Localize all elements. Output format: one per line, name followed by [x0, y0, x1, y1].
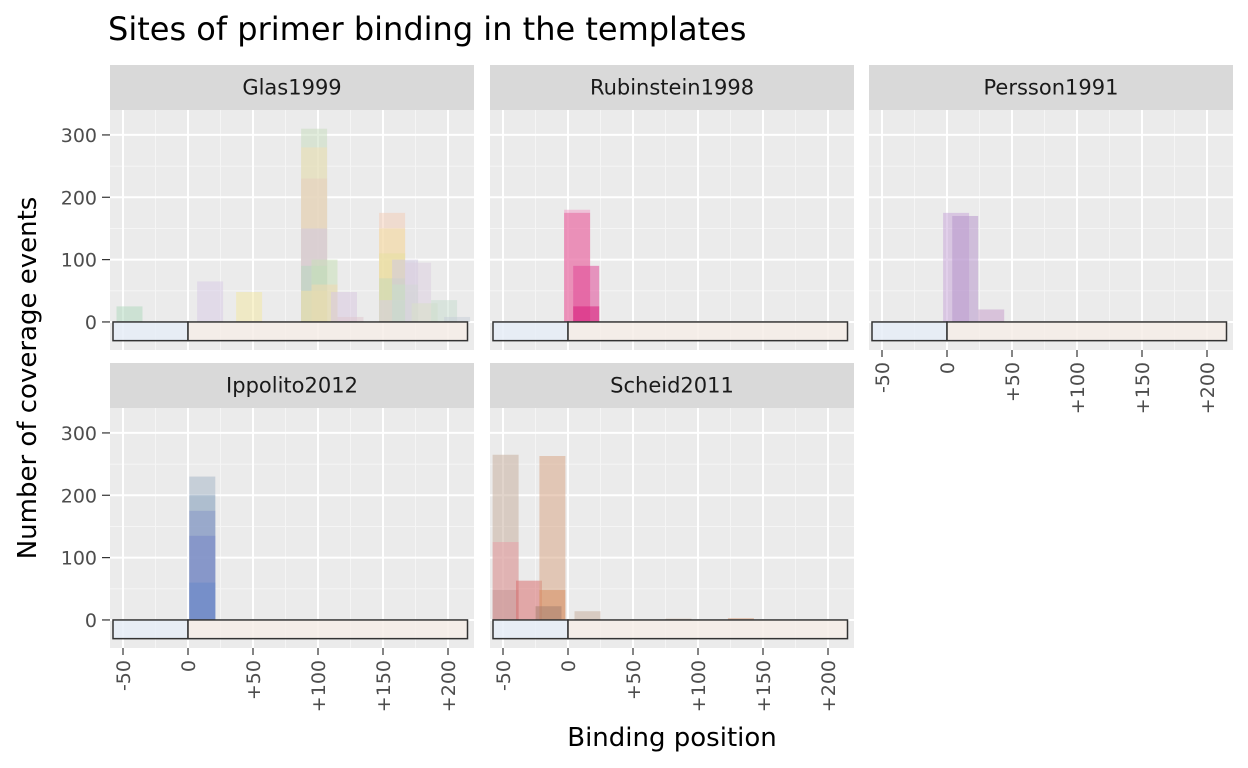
bar-scheid2011-8 [574, 611, 601, 620]
bar-ippolito2012-5 [189, 582, 216, 620]
facet-strip-label: Ippolito2012 [226, 374, 358, 398]
x-tick-label: +50 [243, 660, 265, 700]
x-tick-label: +150 [1132, 362, 1154, 414]
template-downstream-region [946, 321, 1228, 342]
panel-rubinstein1998: Rubinstein1998 [490, 65, 854, 350]
x-tick-label: -50 [113, 660, 135, 691]
bar-glas1999-3 [236, 292, 263, 322]
y-tick-label-row1: 300 [61, 125, 97, 147]
panel-background [490, 110, 854, 350]
x-tick-label: +150 [373, 660, 395, 712]
x-tick-label: -50 [493, 660, 515, 691]
x-tick-label: 0 [937, 362, 959, 374]
bar-rubinstein1998-4 [573, 306, 600, 322]
facet-strip-label: Glas1999 [242, 76, 341, 100]
bar-scheid2011-3 [492, 590, 519, 620]
panel-scheid2011: Scheid2011 -50 0 +50 +100 +150 +200 [490, 363, 854, 712]
facet-strip [110, 65, 474, 110]
bar-glas1999-1 [116, 306, 143, 322]
y-tick-label-row2: 300 [61, 423, 97, 445]
x-tick-label: +200 [438, 660, 460, 712]
y-tick-label-row2: 200 [61, 485, 97, 507]
facet-strip-label: Persson1991 [984, 76, 1119, 100]
bar-scheid2011-7 [535, 606, 562, 620]
bar-persson1991-3 [978, 309, 1005, 322]
panel-persson1991: Persson1991 -50 0 +50 +100 +150 +200 [869, 65, 1233, 414]
template-downstream-region [187, 321, 469, 342]
x-tick-label: +150 [753, 660, 775, 712]
facet-strip [490, 363, 854, 408]
x-tick-label: -50 [872, 362, 894, 393]
template-downstream-region [567, 321, 849, 342]
y-tick-label-row1: 100 [61, 250, 97, 272]
facet-strip [869, 65, 1233, 110]
template-upstream-region [112, 619, 189, 640]
facet-strip [110, 363, 474, 408]
facet-strip [490, 65, 854, 110]
y-tick-label-row2: 100 [61, 548, 97, 570]
bar-glas1999-23 [431, 300, 458, 322]
template-downstream-region [187, 619, 469, 640]
panel-ippolito2012: Ippolito2012 -50 0 +50 +100 +150 +200 [110, 363, 474, 712]
x-tick-label: +50 [1002, 362, 1024, 402]
x-tick-label: +200 [818, 660, 840, 712]
y-tick-label-row1: 0 [85, 312, 97, 334]
facet-strip-label: Scheid2011 [610, 374, 734, 398]
x-tick-label: 0 [178, 660, 200, 672]
y-tick-label-row2: 0 [85, 610, 97, 632]
panel-background [869, 110, 1233, 350]
x-tick-label: +100 [688, 660, 710, 712]
x-tick-label: 0 [558, 660, 580, 672]
facet-strip-label: Rubinstein1998 [590, 76, 754, 100]
template-upstream-region [871, 321, 948, 342]
template-upstream-region [492, 619, 569, 640]
x-tick-label: +100 [1067, 362, 1089, 414]
bar-glas1999-24 [444, 316, 471, 322]
y-tick-label-row1: 200 [61, 187, 97, 209]
bar-persson1991-2 [952, 215, 979, 322]
bar-glas1999-13 [337, 316, 364, 322]
chart-title: Sites of primer binding in the templates [108, 10, 746, 48]
template-downstream-region [567, 619, 849, 640]
x-axis-title: Binding position [567, 723, 777, 753]
x-tick-label: +200 [1197, 362, 1219, 414]
template-upstream-region [112, 321, 189, 342]
x-tick-label: +100 [308, 660, 330, 712]
x-tick-label: +50 [623, 660, 645, 700]
bar-scheid2011-10 [727, 618, 754, 620]
template-upstream-region [492, 321, 569, 342]
facet-panels: 0 100 200 300 0 100 200 300 Glas1999 Rubinstein19… [61, 65, 1233, 712]
panel-glas1999: Glas1999 [110, 65, 474, 350]
y-axis-title: Number of coverage events [13, 197, 43, 560]
panel-background [110, 408, 474, 648]
bar-glas1999-2 [197, 281, 224, 322]
